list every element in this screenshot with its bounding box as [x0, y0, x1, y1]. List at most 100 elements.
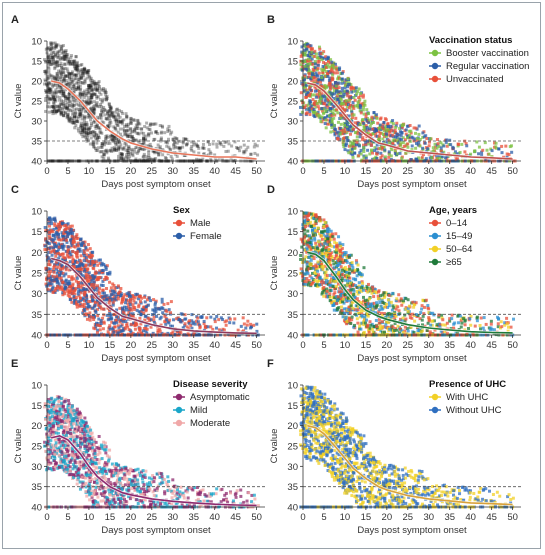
- data-point: [306, 222, 309, 225]
- data-point: [98, 276, 101, 279]
- data-point: [105, 287, 108, 290]
- data-point: [421, 156, 424, 159]
- data-point: [329, 85, 332, 88]
- y-tick-label: 25: [31, 97, 42, 108]
- data-point: [488, 153, 491, 156]
- data-point: [125, 112, 128, 115]
- data-point: [62, 44, 65, 47]
- data-point: [73, 241, 76, 244]
- x-tick-label: 5: [321, 166, 326, 177]
- data-point: [385, 118, 388, 121]
- data-point: [352, 128, 355, 131]
- data-point: [136, 119, 139, 122]
- data-point: [341, 78, 344, 81]
- data-point: [326, 63, 329, 66]
- data-point: [115, 319, 118, 322]
- data-point: [93, 276, 96, 279]
- data-point: [88, 305, 91, 308]
- data-point: [332, 112, 335, 115]
- data-point: [100, 322, 103, 325]
- y-tick-label: 10: [31, 207, 42, 218]
- data-point: [145, 308, 148, 311]
- data-point: [68, 295, 71, 298]
- data-point: [391, 119, 394, 122]
- data-point: [137, 127, 140, 130]
- x-tick-label: 35: [188, 340, 199, 351]
- data-point: [56, 95, 59, 98]
- x-tick-label: 45: [230, 166, 241, 177]
- data-point: [306, 91, 309, 94]
- data-point: [51, 62, 54, 65]
- data-point: [119, 146, 122, 149]
- data-point: [90, 133, 93, 136]
- y-tick-label: 30: [287, 117, 298, 128]
- data-point: [121, 306, 124, 309]
- data-point: [362, 96, 365, 99]
- data-point: [217, 318, 220, 321]
- data-point: [354, 117, 357, 120]
- data-point: [317, 67, 320, 70]
- data-point: [52, 234, 55, 237]
- data-point: [87, 280, 90, 283]
- data-point: [161, 307, 164, 310]
- data-point: [319, 52, 322, 55]
- data-point: [376, 117, 379, 120]
- data-point: [67, 275, 70, 278]
- data-point: [418, 125, 421, 128]
- data-point: [405, 128, 408, 131]
- data-point: [159, 145, 162, 148]
- data-point: [75, 64, 78, 67]
- data-point: [375, 129, 378, 132]
- data-point: [403, 145, 406, 148]
- data-point: [242, 151, 245, 154]
- data-point: [346, 77, 349, 80]
- data-point: [112, 284, 115, 287]
- data-point: [331, 118, 334, 121]
- data-point: [150, 131, 153, 134]
- data-point: [371, 116, 374, 119]
- x-tick-label: 30: [167, 166, 178, 177]
- data-point: [209, 316, 212, 319]
- data-point: [50, 42, 53, 45]
- data-point: [196, 317, 199, 320]
- data-point: [442, 144, 445, 147]
- data-point: [98, 287, 101, 290]
- data-point: [68, 104, 71, 107]
- data-point: [73, 104, 76, 107]
- data-point: [299, 254, 302, 257]
- data-point: [90, 77, 93, 80]
- y-tick-label: 40: [31, 157, 42, 168]
- data-point: [364, 115, 367, 118]
- data-point: [54, 255, 57, 258]
- data-point: [93, 83, 96, 86]
- data-point: [68, 60, 71, 63]
- data-point: [245, 148, 248, 151]
- y-tick-label: 15: [287, 57, 298, 68]
- data-point: [80, 63, 83, 66]
- data-point: [48, 98, 51, 101]
- data-point: [112, 331, 115, 334]
- x-axis-label: Days post symptom onset: [101, 179, 211, 190]
- data-point: [122, 118, 125, 121]
- x-tick-label: 10: [340, 166, 351, 177]
- data-point: [400, 157, 403, 160]
- data-point: [314, 72, 317, 75]
- data-point: [90, 124, 93, 127]
- data-point: [390, 154, 393, 157]
- data-point: [64, 286, 67, 289]
- data-point: [246, 146, 249, 149]
- data-point: [459, 151, 462, 154]
- data-point: [96, 101, 99, 104]
- data-point: [88, 115, 91, 118]
- data-point: [250, 153, 253, 156]
- data-point: [66, 115, 69, 118]
- data-point: [421, 147, 424, 150]
- data-point: [154, 301, 157, 304]
- data-point: [300, 267, 303, 270]
- data-point: [361, 118, 364, 121]
- data-point: [48, 82, 51, 85]
- data-point: [100, 144, 103, 147]
- data-point: [313, 76, 316, 79]
- data-point: [346, 139, 349, 142]
